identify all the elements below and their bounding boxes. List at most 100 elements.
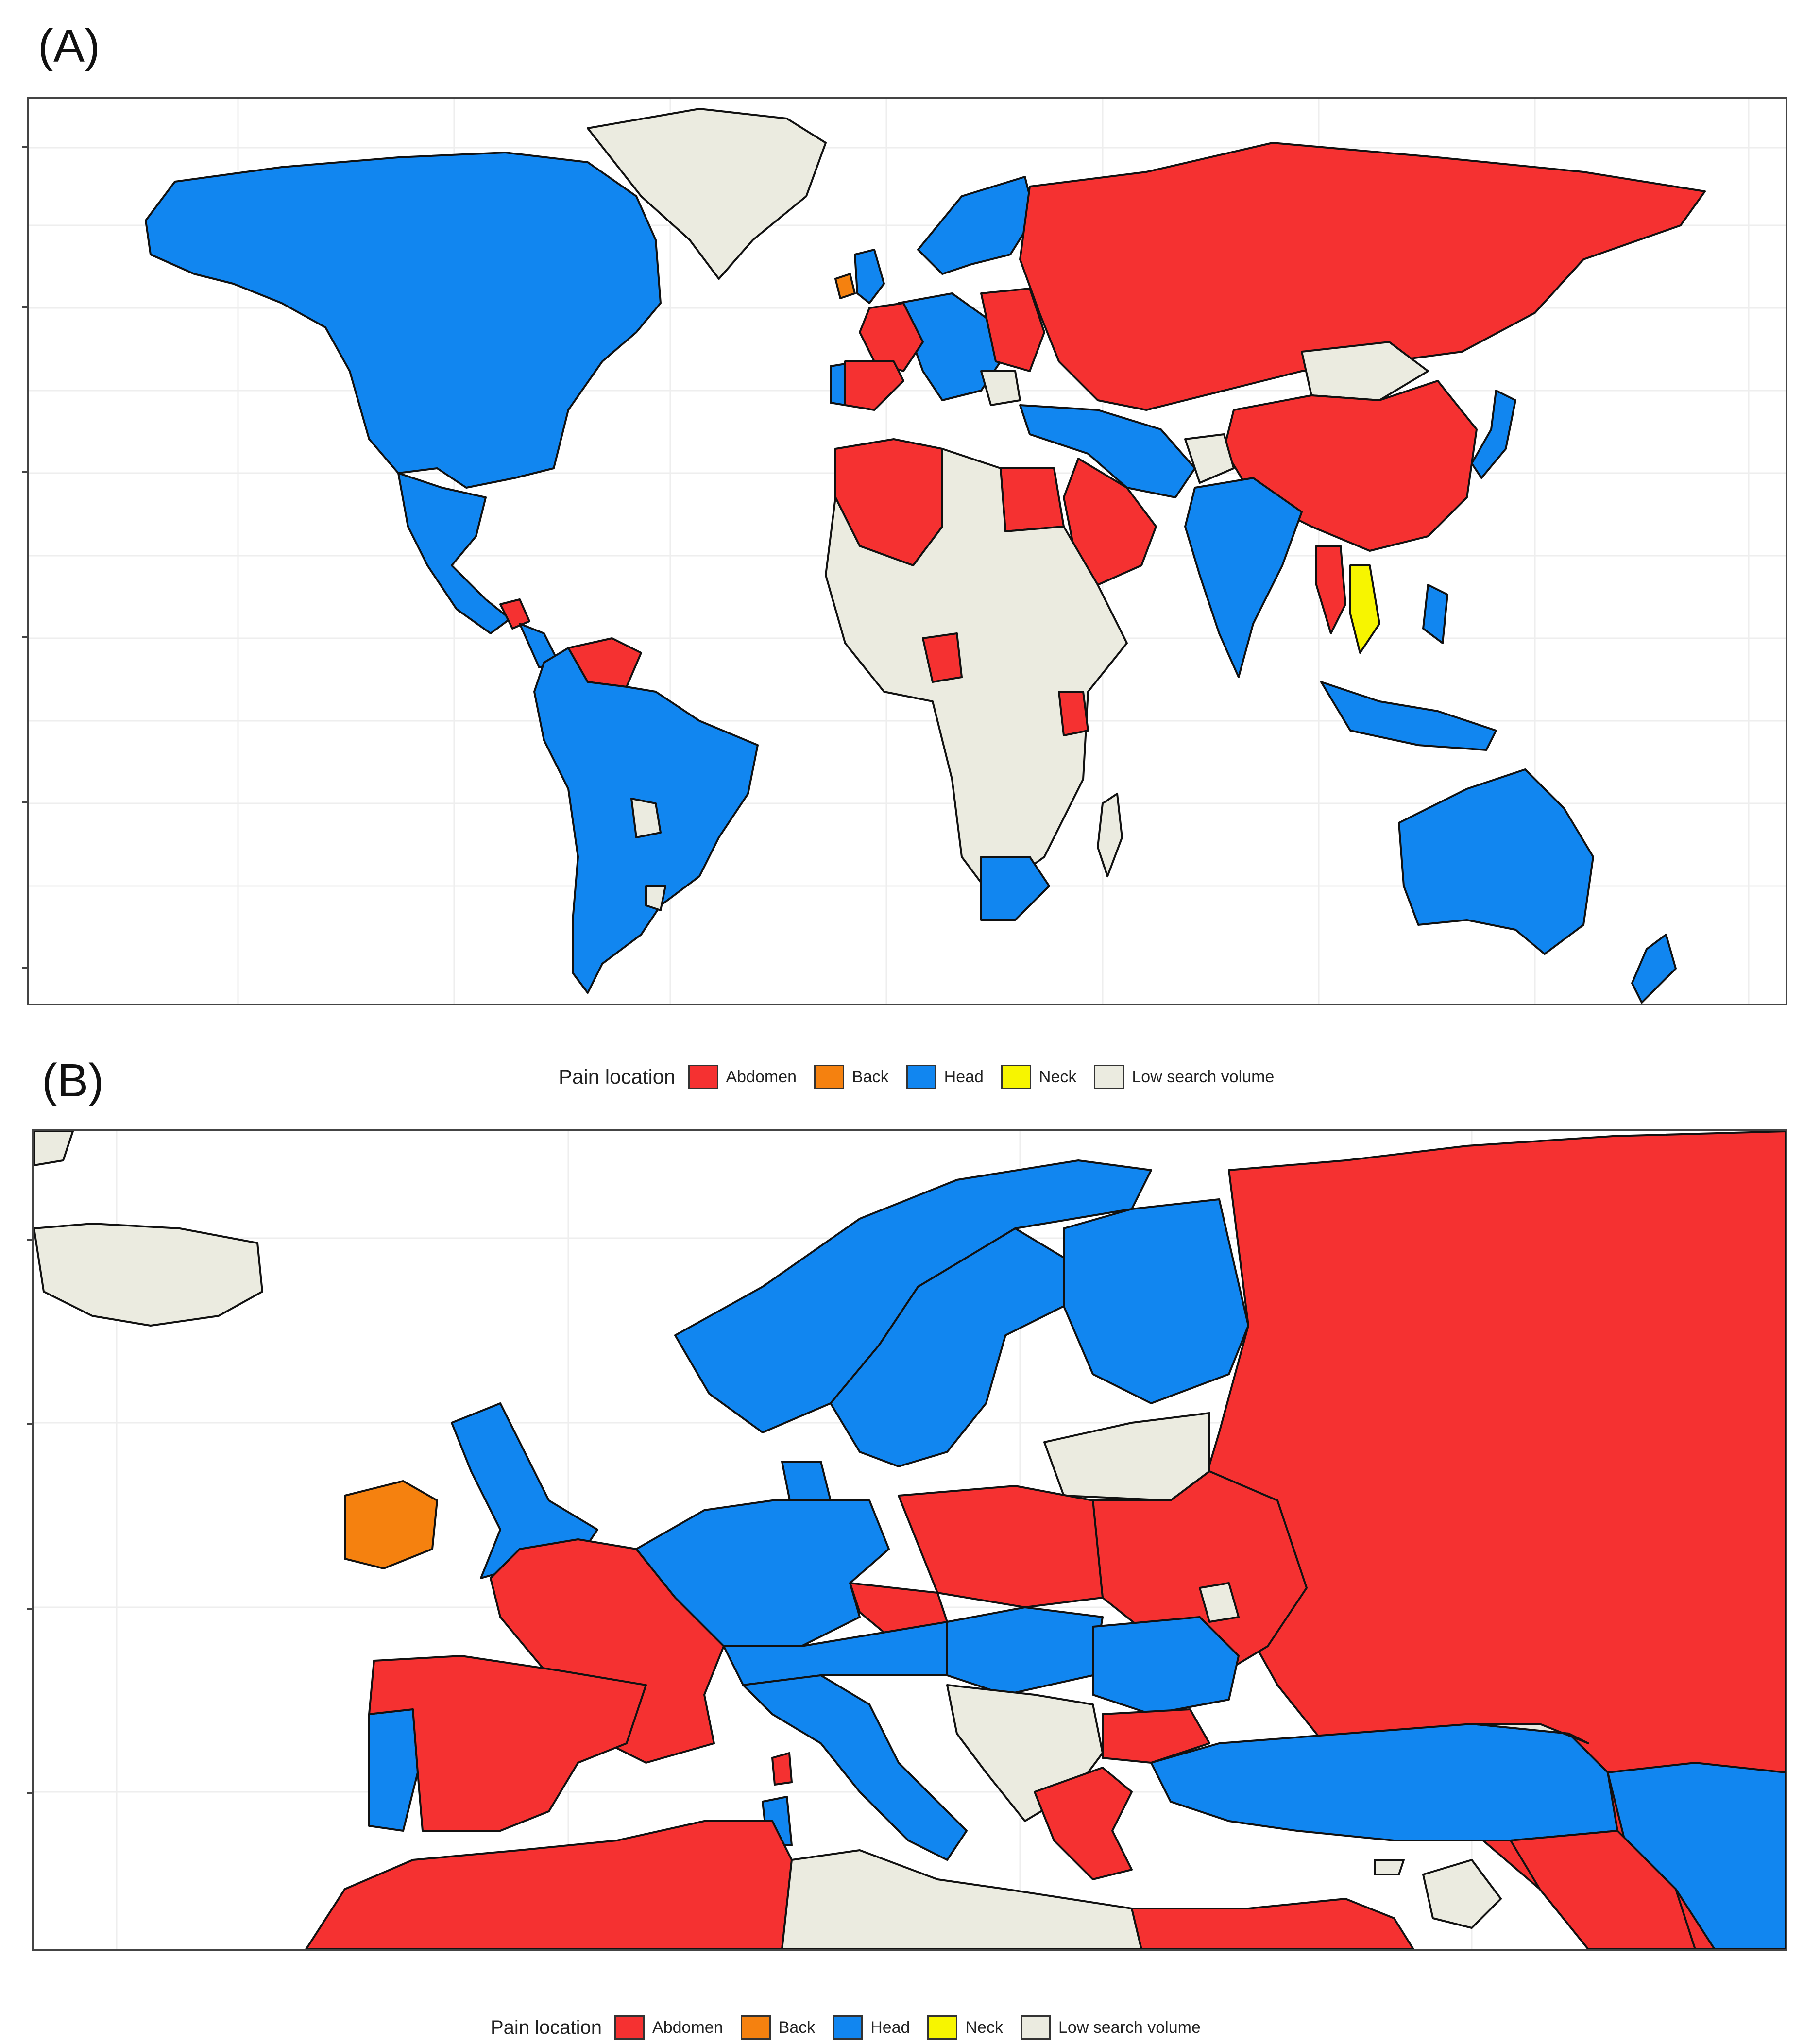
y-tick [22, 967, 27, 969]
legend-title: Pain location [491, 2016, 602, 2038]
country-egypt [1000, 467, 1065, 532]
country-norway [674, 1159, 1152, 1433]
country-egypt [1131, 1898, 1414, 1949]
legend-item-abdomen: Abdomen [614, 2015, 723, 2040]
country-japan [1471, 390, 1516, 479]
legend-item-neck: Neck [1001, 1065, 1076, 1089]
panel-a-label: (A) [38, 20, 100, 72]
country-afghanistan [1184, 433, 1235, 484]
country-moldova [1199, 1582, 1240, 1623]
europe-map-canvas [34, 1131, 1786, 1949]
country-france [490, 1538, 725, 1764]
legend-label-abdomen: Abdomen [726, 1067, 797, 1086]
country-poland [898, 1485, 1104, 1608]
legend-label-neck: Neck [1038, 1067, 1077, 1086]
legend-label-back: Back [778, 2018, 816, 2037]
legend-swatch-abdomen [688, 1065, 718, 1089]
legend-label-head: Head [870, 2018, 910, 2037]
legend-item-low: Low search volume [1094, 1065, 1274, 1089]
legend-b: Pain location Abdomen Back Head Neck Low… [491, 2012, 1218, 2043]
legend-swatch-neck [927, 2015, 958, 2040]
country-indonesia [1320, 681, 1497, 751]
country-russia [1019, 142, 1706, 411]
country-georgia [1471, 1723, 1589, 1744]
legend-label-low: Low search volume [1132, 1067, 1275, 1086]
country-mongolia [1301, 341, 1429, 401]
country-bulgaria [1102, 1708, 1210, 1764]
y-tick [22, 636, 27, 638]
country-sweden [830, 1227, 1065, 1467]
legend-label-neck: Neck [965, 2018, 1003, 2037]
country-portugal [830, 363, 846, 406]
country-paraguay [630, 798, 662, 838]
country-iceland-nw [34, 1131, 74, 1166]
y-tick [27, 1423, 32, 1425]
country-eastern-europe [980, 288, 1045, 372]
country-uruguay [645, 885, 666, 911]
country-australia [1398, 768, 1594, 955]
legend-item-head: Head [906, 1065, 984, 1089]
country-romania [1092, 1616, 1240, 1715]
legend-label-abdomen: Abdomen [652, 2018, 723, 2037]
country-kenya [1058, 691, 1089, 736]
legend-label-head: Head [944, 1067, 984, 1086]
country-madagascar [1097, 793, 1123, 877]
europe-map [32, 1129, 1787, 1951]
country-vietnam [1349, 564, 1380, 654]
legend-swatch-abdomen [614, 2015, 645, 2040]
country-uk [854, 249, 885, 304]
country-ireland [344, 1480, 438, 1569]
y-tick [22, 146, 27, 148]
country-balkans [980, 370, 1021, 406]
legend-swatch-head [906, 1065, 936, 1089]
world-map-canvas [29, 99, 1786, 1004]
country-nigeria [922, 632, 963, 683]
legend-label-back: Back [852, 1067, 889, 1086]
country-slovakia-hungary [946, 1606, 1104, 1696]
legend-swatch-low [1094, 1065, 1124, 1089]
legend-item-back: Back [814, 1065, 889, 1089]
y-tick [27, 1239, 32, 1241]
legend-swatch-low [1020, 2015, 1051, 2040]
europe-countries [34, 1131, 1786, 1949]
country-corsica [771, 1752, 793, 1786]
country-turkey-iran [1019, 404, 1196, 498]
country-myanmar [1315, 545, 1346, 634]
legend-item-back: Back [740, 2015, 816, 2040]
country-cyprus [1374, 1859, 1405, 1875]
legend-a: Pain location Abdomen Back Head Neck Low… [559, 1059, 1292, 1095]
y-tick [22, 306, 27, 308]
legend-item-abdomen: Abdomen [688, 1065, 797, 1089]
country-spain [368, 1655, 647, 1832]
legend-swatch-back [740, 2015, 771, 2040]
y-tick [22, 471, 27, 473]
legend-label-low: Low search volume [1058, 2018, 1201, 2037]
country-iraq-syria [1510, 1830, 1696, 1949]
country-levant [1422, 1859, 1502, 1929]
country-philippines [1422, 584, 1448, 644]
country-france [859, 302, 924, 372]
country-algeria-tunisia [305, 1820, 793, 1949]
legend-item-low: Low search volume [1020, 2015, 1201, 2040]
y-tick [22, 801, 27, 803]
legend-swatch-neck [1001, 1065, 1031, 1089]
country-finland [1063, 1198, 1249, 1404]
country-portugal [368, 1708, 419, 1832]
world-map [27, 97, 1787, 1005]
country-turkey [1150, 1723, 1618, 1841]
y-tick [27, 1792, 32, 1794]
world-countries [145, 108, 1706, 1004]
country-greenland [587, 108, 827, 280]
country-south-africa [980, 856, 1050, 921]
country-guatemala [499, 598, 530, 630]
country-middle-east-abdomen [1063, 458, 1157, 586]
country-canada-usa [145, 152, 662, 489]
legend-item-neck: Neck [927, 2015, 1003, 2040]
country-iceland [34, 1223, 263, 1327]
panel-b-label: (B) [42, 1055, 104, 1107]
y-tick [27, 1608, 32, 1610]
legend-swatch-head [833, 2015, 863, 2040]
legend-item-head: Head [833, 2015, 910, 2040]
country-new-zealand [1631, 934, 1677, 1004]
country-india [1184, 477, 1303, 678]
